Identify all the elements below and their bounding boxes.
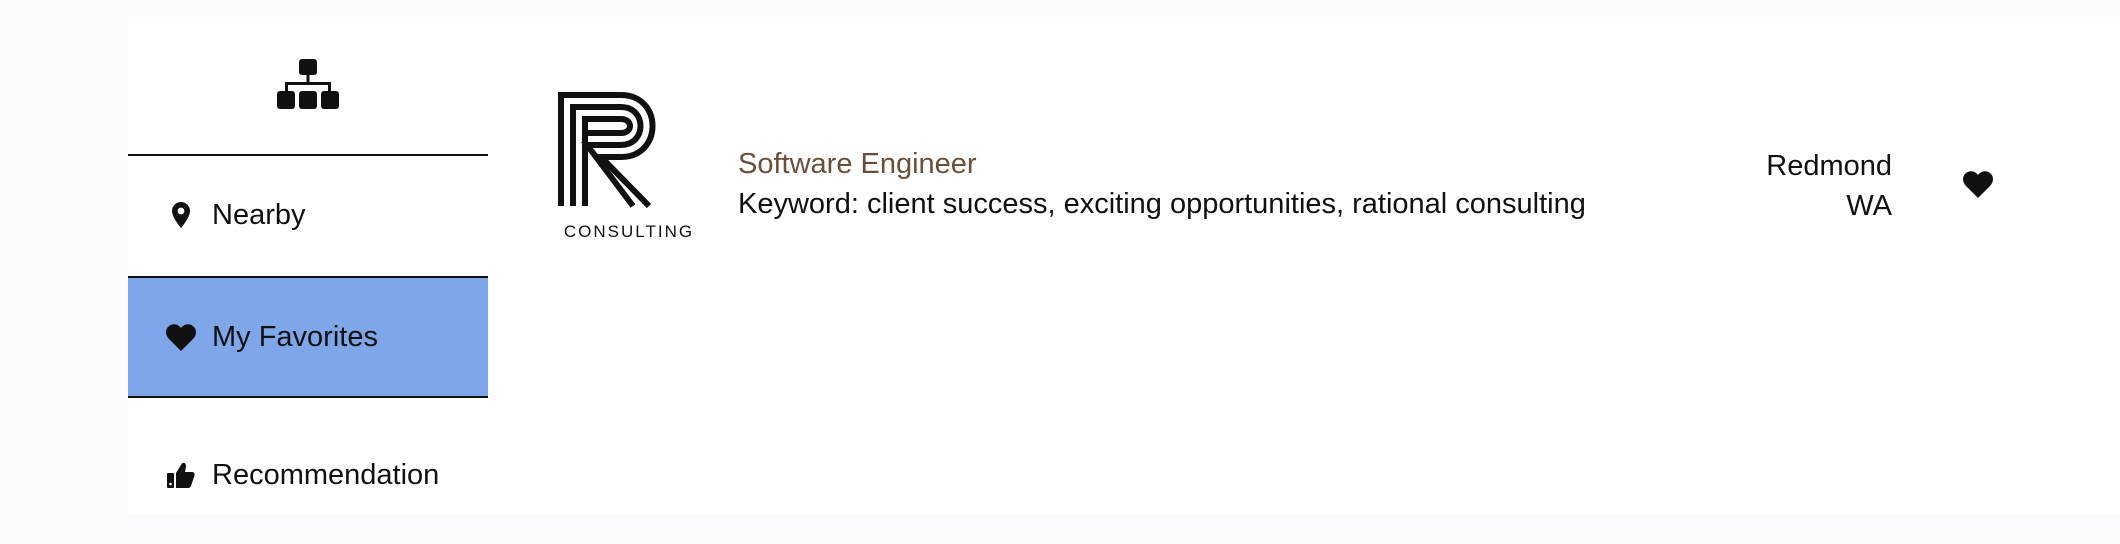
sidebar-item-my-favorites[interactable]: My Favorites <box>128 276 488 398</box>
heart-icon <box>166 322 196 352</box>
sidebar-item-label: My Favorites <box>212 320 378 353</box>
company-logo: CONSULTING <box>548 84 710 254</box>
company-logo-text: CONSULTING <box>564 222 694 241</box>
sitemap-icon <box>277 59 339 109</box>
job-title[interactable]: Software Engineer <box>738 148 977 180</box>
sidebar-item-recommendation[interactable]: Recommendation <box>128 416 488 534</box>
heart-icon <box>1963 170 1993 198</box>
sidebar: Nearby My Favorites Recommendation <box>128 18 488 514</box>
job-city: Redmond <box>1766 150 1892 182</box>
job-list-item[interactable]: CONSULTING Software Engineer Keyword: cl… <box>548 84 2108 284</box>
sidebar-item-nearby[interactable]: Nearby <box>128 156 488 274</box>
favorite-button[interactable] <box>1958 164 1998 204</box>
sidebar-item-label: Nearby <box>212 198 306 231</box>
job-location: Redmond WA <box>1766 146 1892 226</box>
sidebar-logo[interactable] <box>128 18 488 156</box>
map-marker-icon <box>166 200 196 230</box>
job-state: WA <box>1846 190 1892 222</box>
thumbs-up-icon <box>166 460 196 490</box>
app-window: Nearby My Favorites Recommendation <box>128 18 2120 514</box>
job-keywords: Keyword: client success, exciting opport… <box>738 188 1586 220</box>
sidebar-item-label: Recommendation <box>212 458 440 491</box>
